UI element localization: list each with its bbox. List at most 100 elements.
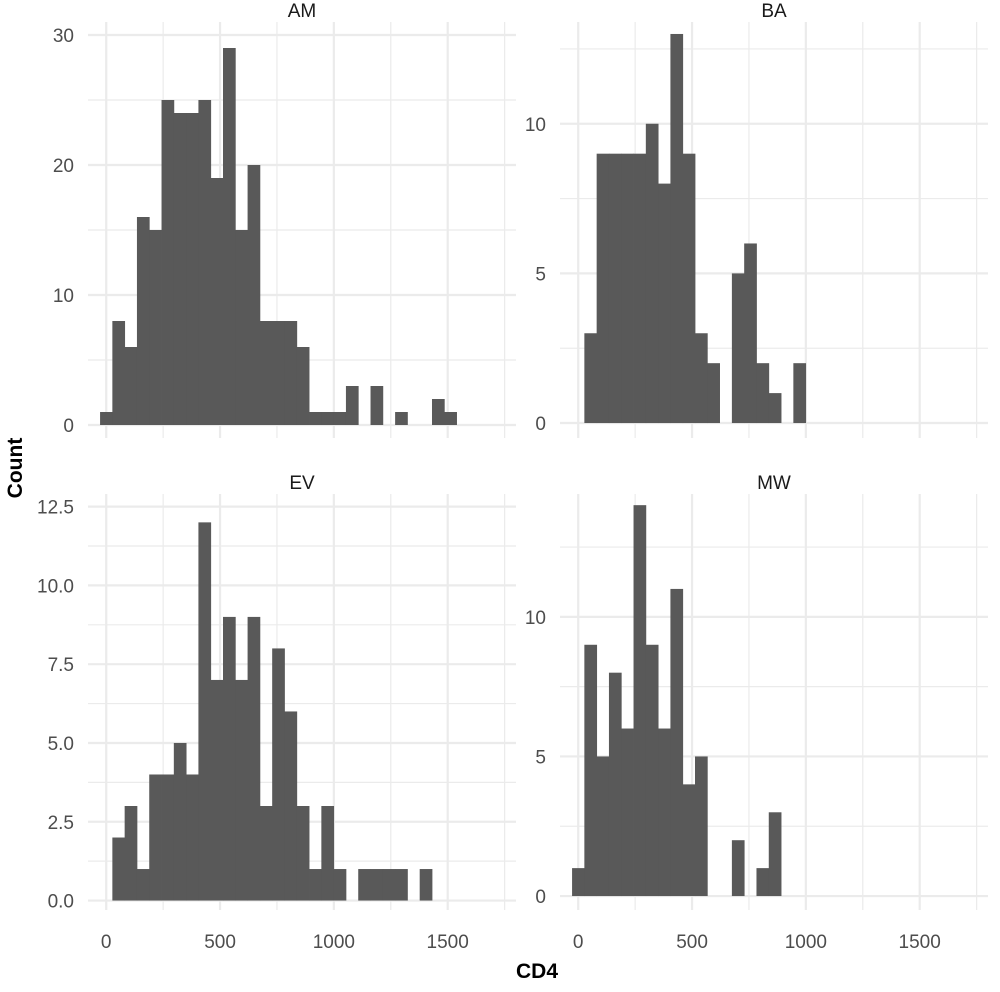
histogram-bar xyxy=(707,363,720,424)
histogram-bar xyxy=(149,774,162,901)
histogram-bar xyxy=(321,412,335,425)
histogram-bar xyxy=(173,742,187,901)
histogram-bar xyxy=(695,333,708,424)
histogram-bar xyxy=(124,806,138,901)
histogram-bar xyxy=(731,840,745,897)
histogram-bar xyxy=(756,363,770,424)
histogram-bar xyxy=(259,806,273,901)
histogram-bar xyxy=(658,183,671,424)
histogram-bar xyxy=(731,273,745,424)
histogram-bar xyxy=(596,756,610,897)
facet-title: BA xyxy=(761,1,787,22)
facet-panel-mw: MW 0 5 10 0 500 1000 1500 xyxy=(525,473,988,953)
histogram-bar xyxy=(419,869,433,901)
x-tick-label: 500 xyxy=(676,932,708,953)
histogram-bar xyxy=(670,588,684,897)
facet-title: MW xyxy=(757,473,791,494)
histogram-bar xyxy=(395,412,408,425)
histogram-bar xyxy=(621,153,634,424)
y-tick-label: 10 xyxy=(525,608,546,629)
histogram-bar xyxy=(633,153,647,424)
histogram-bar xyxy=(608,153,622,424)
y-axis-label: Count xyxy=(4,438,27,499)
x-tick-label: 1500 xyxy=(899,932,941,953)
x-tick-label: 1500 xyxy=(427,932,469,953)
histogram-bar xyxy=(756,868,770,897)
histogram-bar xyxy=(793,363,807,424)
histogram-bar xyxy=(161,774,175,901)
histogram-bar xyxy=(633,505,647,897)
histogram-bar xyxy=(431,399,445,425)
histogram-bar xyxy=(247,616,261,901)
histogram-bar xyxy=(658,728,671,897)
y-tick-label: 0 xyxy=(535,414,546,435)
histogram-bar xyxy=(768,812,782,897)
histogram-bar xyxy=(259,321,273,425)
histogram-bar xyxy=(296,806,310,901)
y-tick-label: 5.0 xyxy=(48,734,74,755)
histogram-bar xyxy=(333,412,347,425)
histogram-bar xyxy=(358,869,371,901)
histogram-bar xyxy=(272,648,285,901)
histogram-bar xyxy=(112,321,126,425)
histogram-bar xyxy=(198,100,212,425)
histogram-bar xyxy=(296,347,310,425)
histogram-bar xyxy=(682,153,696,424)
histogram-bar xyxy=(370,869,384,901)
histogram-bar xyxy=(395,869,408,901)
histogram-bar xyxy=(370,386,384,425)
histogram-bar xyxy=(572,868,585,897)
histogram-bar xyxy=(621,728,634,897)
histogram-bar xyxy=(682,784,696,897)
y-tick-label: 20 xyxy=(53,156,74,177)
histogram-bar xyxy=(210,679,224,901)
y-tick-label: 12.5 xyxy=(37,498,74,519)
histogram-bar xyxy=(186,113,199,425)
histogram-bar xyxy=(333,869,347,901)
histogram-bar xyxy=(161,100,175,425)
histogram-bar xyxy=(100,412,113,425)
histogram-bar xyxy=(247,165,261,425)
y-tick-label: 5 xyxy=(535,264,546,285)
histogram-bar xyxy=(284,321,298,425)
y-tick-label: 30 xyxy=(53,26,74,47)
y-tick-label: 10.0 xyxy=(37,576,74,597)
y-tick-label: 7.5 xyxy=(48,655,74,676)
y-tick-label: 10 xyxy=(53,286,74,307)
y-tick-label: 2.5 xyxy=(48,813,74,834)
histogram-bar xyxy=(309,412,322,425)
histogram-bar xyxy=(768,393,782,424)
y-tick-label: 5 xyxy=(535,747,546,768)
histogram-bar xyxy=(173,113,187,425)
histogram-bar xyxy=(136,217,150,425)
x-axis-label: CD4 xyxy=(516,960,558,983)
facet-panel-ev: EV 0.0 2.5 5.0 7.5 10.0 12.5 0 500 1000 1500 xyxy=(37,473,516,953)
y-tick-label: 10 xyxy=(525,115,546,136)
histogram-bar xyxy=(596,153,610,424)
y-tick-label: 0.0 xyxy=(48,892,74,913)
facet-panel-ba: BA 0 5 10 xyxy=(525,1,988,438)
x-tick-label: 1000 xyxy=(785,932,827,953)
histogram-bar xyxy=(198,522,212,901)
x-tick-label: 1000 xyxy=(313,932,355,953)
histogram-bar xyxy=(382,869,396,901)
histogram-bar xyxy=(223,48,236,425)
histogram-bar xyxy=(223,616,236,901)
histogram-bar xyxy=(584,644,598,897)
histogram-bar xyxy=(695,756,708,897)
histogram-bar xyxy=(235,230,248,425)
facet-panel-am: AM 0 10 20 30 xyxy=(53,1,516,438)
histogram-bar xyxy=(112,837,126,901)
histogram-bar xyxy=(584,333,598,424)
x-tick-label: 500 xyxy=(204,932,236,953)
y-tick-label: 0 xyxy=(63,416,74,437)
x-tick-label: 0 xyxy=(573,932,584,953)
histogram-bar xyxy=(210,178,224,425)
facet-title: EV xyxy=(289,473,315,494)
histogram-bar xyxy=(645,644,659,897)
facet-title: AM xyxy=(288,1,317,22)
histogram-bar xyxy=(744,243,757,424)
histogram-bar xyxy=(608,672,622,897)
histogram-bar xyxy=(321,806,335,901)
